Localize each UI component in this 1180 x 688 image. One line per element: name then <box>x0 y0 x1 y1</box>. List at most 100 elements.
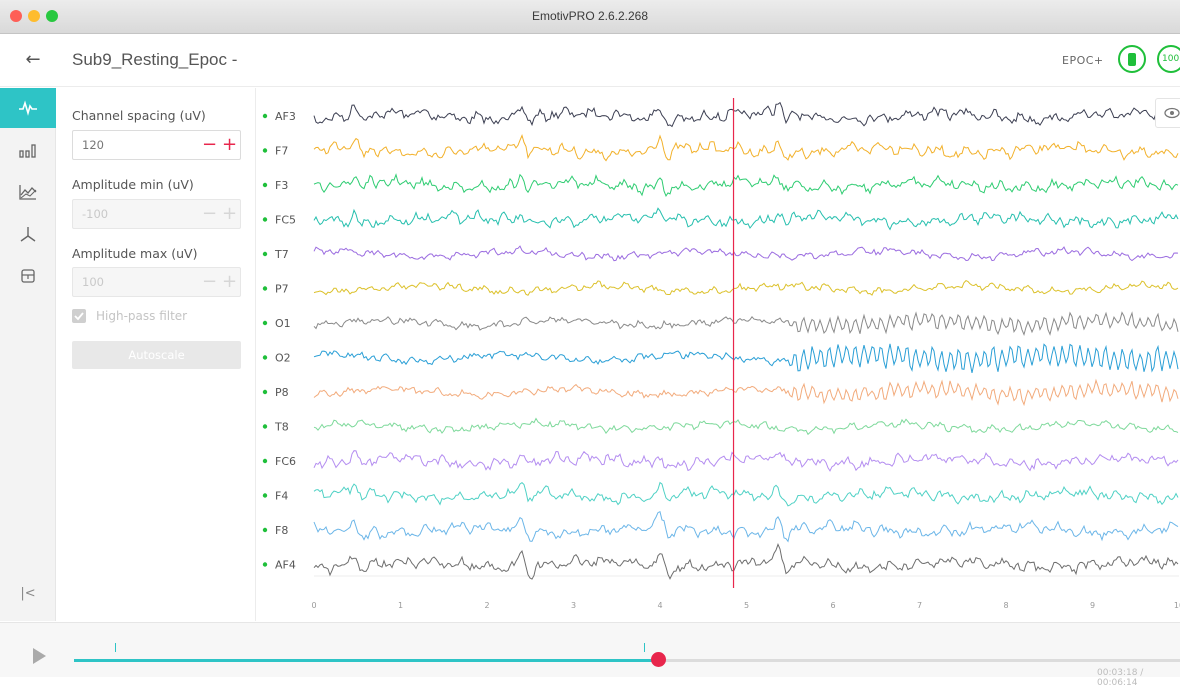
channel-label-P8: P8 <box>275 386 289 399</box>
channel-label-FC6: FC6 <box>275 455 296 468</box>
eye-icon <box>1164 107 1180 119</box>
channel-dot-FC5 <box>262 217 268 222</box>
rail-item-performance-metrics[interactable] <box>0 172 56 212</box>
amplitude-min-label: Amplitude min (uV) <box>72 177 194 192</box>
channel-label-F3: F3 <box>275 179 288 192</box>
bar-chart-icon <box>19 144 36 158</box>
amplitude-min-field[interactable]: -100 − + <box>72 199 241 229</box>
eeg-trace-T8 <box>313 417 1179 436</box>
timeline-marker[interactable] <box>114 643 116 652</box>
eeg-plot-area: AF3 F7 F3 FC5 T7 P7 O1 O2 P8 T8 FC6 F4 F8 AF4 0 1 2 3 4 5 6 7… <box>257 88 1180 621</box>
timeline-playhead[interactable] <box>650 652 666 667</box>
channel-spacing-field[interactable]: 120 − + <box>72 130 241 160</box>
timeline-progress <box>74 659 658 662</box>
x-tick-label: 10 <box>1174 601 1180 610</box>
amplitude-max-increment-button[interactable]: + <box>222 271 238 292</box>
line-chart-icon <box>19 185 37 200</box>
collapse-panel-button[interactable]: |< <box>20 586 36 601</box>
rail-item-raw-eeg[interactable] <box>0 88 56 128</box>
x-tick-label: 6 <box>830 601 835 610</box>
eeg-trace-P7 <box>313 280 1179 296</box>
minimize-window-button[interactable] <box>28 10 40 22</box>
amplitude-min-decrement-button[interactable]: − <box>202 203 218 224</box>
x-tick-label: 5 <box>744 601 749 610</box>
channel-label-AF4: AF4 <box>275 559 296 572</box>
autoscale-button[interactable]: Autoscale <box>72 341 241 369</box>
channel-label-O1: O1 <box>275 317 291 330</box>
channel-label-F7: F7 <box>275 145 288 158</box>
play-icon[interactable] <box>33 648 46 664</box>
window-title: EmotivPRO 2.6.2.268 <box>531 9 649 23</box>
timeline-marker[interactable] <box>643 643 645 652</box>
eeg-chart[interactable]: AF3 F7 F3 FC5 T7 P7 O1 O2 P8 T8 FC6 F4 F8 AF4 0 1 2 3 4 5 6 7… <box>257 88 1180 621</box>
timeline-track[interactable] <box>74 659 1180 662</box>
x-tick-label: 1 <box>398 601 403 610</box>
checkmark-icon <box>74 312 84 321</box>
recording-title: Sub9_Resting_Epoc - <box>72 50 238 69</box>
eeg-trace-F3 <box>313 173 1179 197</box>
channel-label-O2: O2 <box>275 352 291 365</box>
amplitude-max-decrement-button[interactable]: − <box>202 271 218 292</box>
channel-label-AF3: AF3 <box>275 110 296 123</box>
channel-spacing-value: 120 <box>82 138 104 152</box>
maximize-window-button[interactable] <box>46 10 58 22</box>
rail-item-motion[interactable] <box>0 214 56 254</box>
eeg-trace-FC5 <box>313 207 1179 231</box>
channel-dot-AF3 <box>262 113 268 119</box>
x-tick-label: 9 <box>1090 601 1095 610</box>
eeg-trace-FC6 <box>313 450 1179 472</box>
channel-spacing-label: Channel spacing (uV) <box>72 108 206 123</box>
channel-dot-P8 <box>262 389 268 395</box>
channel-dot-O2 <box>262 355 268 360</box>
x-tick-label: 3 <box>571 601 576 610</box>
eeg-trace-F4 <box>313 481 1179 507</box>
arrow-left-icon: ← <box>25 49 41 70</box>
amplitude-min-placeholder: -100 <box>82 207 109 221</box>
channel-label-F8: F8 <box>275 524 288 537</box>
eeg-trace-AF4 <box>313 543 1179 580</box>
eeg-trace-T7 <box>313 245 1179 262</box>
channel-label-T7: T7 <box>274 248 289 261</box>
window-titlebar: EmotivPRO 2.6.2.268 <box>0 0 1180 34</box>
channel-dot-F7 <box>262 148 268 153</box>
time-readout: 00:03:18 / 00:06:14 <box>1097 668 1144 688</box>
high-pass-checkbox[interactable] <box>72 309 86 323</box>
channel-spacing-increment-button[interactable]: + <box>222 134 238 155</box>
eeg-trace-F8 <box>313 510 1179 543</box>
x-tick-label: 8 <box>1003 601 1008 610</box>
amplitude-min-increment-button[interactable]: + <box>222 203 238 224</box>
channel-dot-F8 <box>262 527 268 533</box>
channel-dot-F4 <box>262 493 268 498</box>
battery-icon[interactable] <box>1118 45 1146 73</box>
channel-dot-O1 <box>262 320 268 326</box>
eeg-trace-O2 <box>313 343 1179 374</box>
channel-dot-AF4 <box>262 562 268 567</box>
contact-quality-badge[interactable]: 100 <box>1157 45 1180 73</box>
x-tick-label: 7 <box>917 601 922 610</box>
close-window-button[interactable] <box>10 10 22 22</box>
playback-bar: 00:03:18 / 00:06:14 <box>0 622 1180 688</box>
channel-dot-F3 <box>262 182 268 188</box>
eeg-trace-P8 <box>313 378 1179 407</box>
amplitude-max-field[interactable]: 100 − + <box>72 267 241 297</box>
waveform-icon <box>19 100 37 116</box>
motion-axes-icon <box>20 227 36 242</box>
back-button[interactable]: ← <box>22 49 44 71</box>
visibility-toggle-button[interactable] <box>1155 98 1180 128</box>
x-tick-label: 2 <box>484 601 489 610</box>
amplitude-max-label: Amplitude max (uV) <box>72 246 198 261</box>
channel-label-P7: P7 <box>275 283 289 296</box>
x-tick-label: 0 <box>311 601 316 610</box>
app-header: ← Sub9_Resting_Epoc - EPOC+ 100 <box>0 35 1180 87</box>
rail-item-data-packets[interactable] <box>0 256 56 296</box>
amplitude-max-placeholder: 100 <box>82 275 104 289</box>
channel-spacing-decrement-button[interactable]: − <box>202 134 218 155</box>
high-pass-label: High-pass filter <box>96 309 188 323</box>
channel-label-FC5: FC5 <box>275 214 296 227</box>
channel-label-T8: T8 <box>274 421 289 434</box>
rail-item-band-power[interactable] <box>0 130 56 170</box>
storage-icon <box>21 269 35 283</box>
channel-dot-T7 <box>262 251 268 257</box>
headset-model-label: EPOC+ <box>1062 54 1104 67</box>
channel-label-F4: F4 <box>275 490 288 503</box>
